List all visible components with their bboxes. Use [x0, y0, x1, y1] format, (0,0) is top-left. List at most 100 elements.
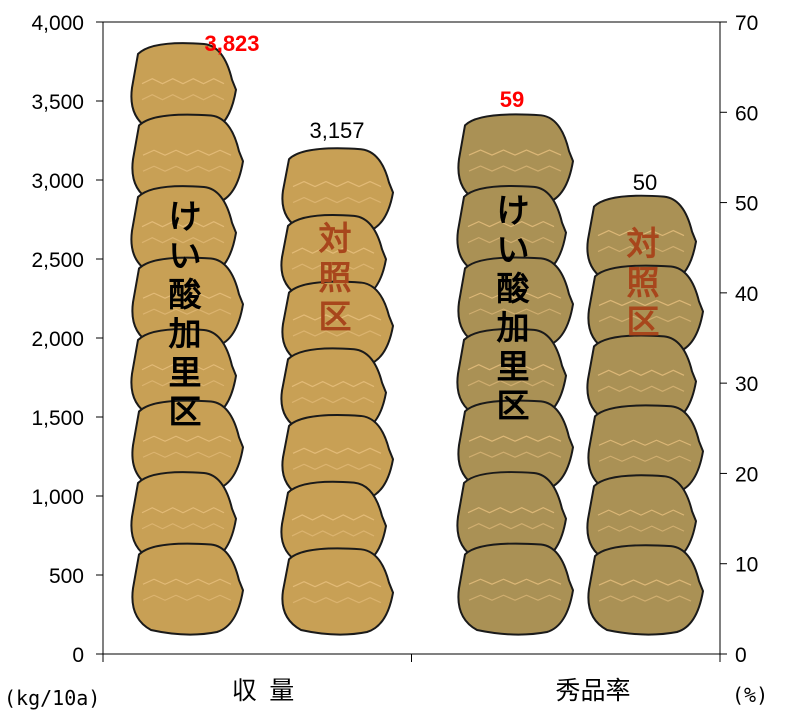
potato-texture [141, 78, 225, 85]
value-label: 59 [500, 87, 524, 112]
potato-texture [467, 379, 555, 387]
potato-texture [141, 237, 225, 244]
bar-label-char: 照 [627, 263, 660, 302]
bar-1 [280, 147, 395, 636]
bar-label-char: け [169, 197, 202, 236]
potato-texture [468, 578, 562, 585]
right-tick-label: 10 [735, 554, 758, 577]
potato-texture [467, 220, 555, 228]
potato-texture [141, 507, 225, 514]
potato-texture [142, 292, 232, 299]
potato-texture [598, 579, 692, 586]
right-tick-label: 50 [735, 193, 758, 216]
bar-label-char: 酸 [497, 269, 531, 308]
bar-label-char: 加 [497, 308, 530, 347]
axes: 0 500 1,000 1,500 2,000 2,500 3,000 3,500 4,000 0… [4, 12, 768, 710]
potato-texture [468, 435, 562, 442]
potato-texture [597, 369, 685, 376]
potato-texture [142, 149, 232, 156]
left-tick-label: 1,000 [31, 486, 84, 509]
bar-label-char: 区 [497, 386, 530, 425]
potato-texture [291, 380, 375, 388]
potato-texture [142, 165, 232, 172]
potato-texture [291, 396, 375, 404]
potato-texture [468, 149, 562, 156]
potato-texture [468, 451, 562, 458]
potato-segment [457, 542, 575, 636]
bar-label-char: 区 [169, 392, 202, 431]
potato-texture [597, 509, 685, 516]
potato-texture [142, 578, 232, 585]
right-tick-label: 30 [735, 373, 758, 396]
right-tick-label: 70 [735, 12, 758, 35]
bar-label-char: け [497, 191, 530, 230]
potato-texture [468, 308, 562, 315]
bar-2 [456, 113, 575, 636]
potato-texture [467, 236, 555, 244]
potato-texture [291, 530, 375, 537]
potato-texture [292, 314, 382, 321]
potato-texture [292, 330, 382, 337]
potato-texture [141, 364, 225, 371]
potato-texture [141, 380, 225, 387]
potato-texture [292, 463, 382, 470]
potato-texture [597, 229, 685, 237]
left-tick-label: 0 [72, 644, 84, 667]
bar-3 [586, 194, 705, 636]
potato-texture [291, 247, 375, 254]
potato-texture [142, 594, 232, 601]
potato-texture [141, 94, 225, 101]
value-label: 3,823 [204, 31, 259, 56]
left-tick-label: 3,000 [31, 170, 84, 193]
left-tick-label: 3,500 [31, 91, 84, 114]
bar-label-char: い [497, 230, 530, 269]
potato-texture [467, 363, 555, 371]
potato-texture [598, 315, 692, 323]
potato-texture [597, 385, 685, 392]
left-tick-label: 2,000 [31, 328, 84, 351]
right-tick-label: 20 [735, 463, 758, 486]
potato-texture [468, 165, 562, 172]
potato-texture [142, 435, 232, 442]
right-axis-unit: (%) [732, 683, 768, 707]
right-tick-label: 40 [735, 283, 758, 306]
bar-label-char: 照 [319, 258, 352, 297]
right-tick-label: 0 [735, 644, 747, 667]
potato-texture [467, 523, 555, 530]
bar-label-char: 区 [627, 302, 660, 341]
potato-texture [598, 455, 692, 462]
left-tick-label: 500 [49, 565, 84, 588]
potato-texture [142, 451, 232, 458]
potato-texture [292, 447, 382, 454]
bar-label-char: 里 [497, 347, 530, 386]
potato-texture [292, 180, 382, 188]
bar-label-char: 対 [627, 224, 660, 263]
potato-texture [141, 221, 225, 228]
potato-segment [131, 542, 245, 636]
potato-segment [281, 547, 395, 636]
bar-label-char: 加 [169, 314, 202, 353]
potato-texture [598, 299, 692, 307]
category-label: 収 量 [232, 676, 295, 705]
potato-texture [597, 245, 685, 253]
bar-label-char: 酸 [169, 275, 203, 314]
right-tick-label: 60 [735, 102, 758, 125]
bars [130, 42, 705, 636]
left-tick-label: 1,500 [31, 407, 84, 430]
bar-0 [130, 42, 245, 636]
potato-texture [291, 263, 375, 270]
bar-label-char: 里 [169, 353, 202, 392]
category-label: 秀品率 [555, 676, 630, 705]
left-tick-label: 2,500 [31, 249, 84, 272]
bar-label-char: い [169, 236, 202, 275]
potato-texture [292, 196, 382, 204]
potato-texture [291, 514, 375, 521]
value-label: 50 [633, 170, 657, 195]
left-axis-unit: (kg/10a) [4, 686, 100, 710]
value-label: 3,157 [309, 118, 364, 143]
potato-texture [467, 507, 555, 514]
potato-texture [597, 525, 685, 532]
potato-texture [468, 292, 562, 299]
